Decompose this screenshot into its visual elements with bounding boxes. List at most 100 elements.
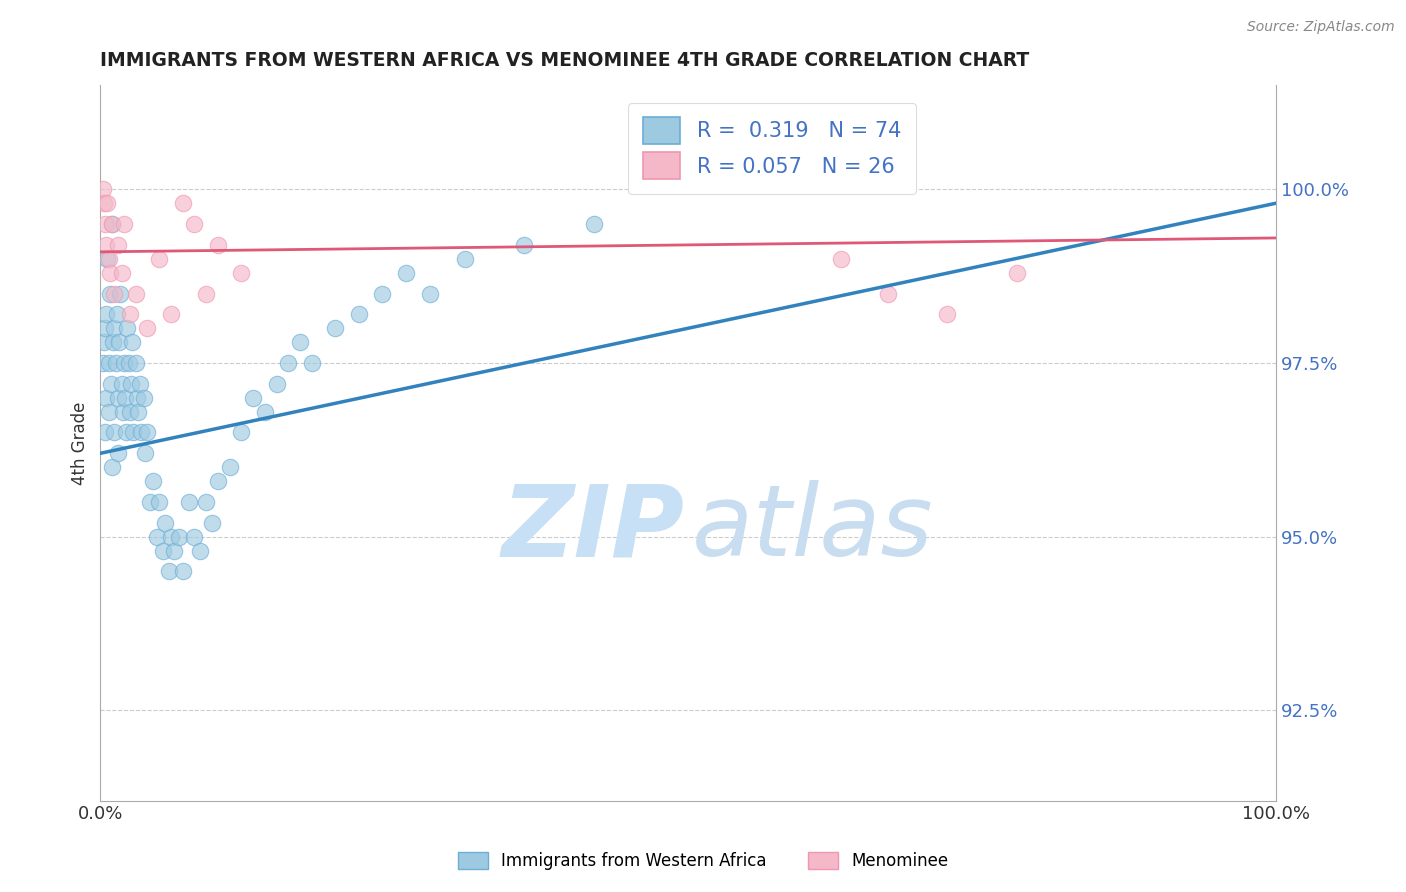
- Text: atlas: atlas: [692, 480, 934, 577]
- Point: [110, 376, 132, 391]
- Point: [124, 286, 146, 301]
- Point: [512, 238, 534, 252]
- Point: [127, 404, 149, 418]
- Point: [105, 307, 128, 321]
- Point: [107, 238, 129, 252]
- Point: [96, 238, 118, 252]
- Point: [104, 356, 127, 370]
- Point: [301, 356, 323, 370]
- Point: [136, 321, 159, 335]
- Point: [167, 530, 190, 544]
- Point: [218, 460, 240, 475]
- Point: [142, 474, 165, 488]
- Point: [347, 307, 370, 321]
- Point: [583, 217, 606, 231]
- Text: IMMIGRANTS FROM WESTERN AFRICA VS MENOMINEE 4TH GRADE CORRELATION CHART: IMMIGRANTS FROM WESTERN AFRICA VS MENOMI…: [100, 51, 1029, 70]
- Point: [148, 252, 170, 266]
- Point: [157, 565, 180, 579]
- Point: [96, 196, 118, 211]
- Point: [118, 307, 141, 321]
- Point: [115, 425, 138, 440]
- Legend: R =  0.319   N = 74, R = 0.057   N = 26: R = 0.319 N = 74, R = 0.057 N = 26: [628, 103, 915, 194]
- Point: [98, 266, 121, 280]
- Point: [290, 335, 312, 350]
- Point: [160, 530, 183, 544]
- Point: [101, 217, 124, 231]
- Point: [110, 286, 132, 301]
- Point: [112, 356, 135, 370]
- Point: [183, 217, 205, 231]
- Point: [146, 530, 169, 544]
- Point: [877, 286, 900, 301]
- Point: [183, 530, 205, 544]
- Point: [122, 425, 145, 440]
- Legend: Immigrants from Western Africa, Menominee: Immigrants from Western Africa, Menomine…: [451, 845, 955, 877]
- Point: [111, 404, 134, 418]
- Point: [96, 252, 118, 266]
- Point: [117, 356, 139, 370]
- Point: [103, 286, 125, 301]
- Point: [172, 196, 194, 211]
- Point: [93, 196, 115, 211]
- Point: [94, 425, 117, 440]
- Point: [138, 495, 160, 509]
- Point: [120, 376, 142, 391]
- Point: [177, 495, 200, 509]
- Point: [153, 516, 176, 530]
- Point: [231, 266, 253, 280]
- Point: [108, 335, 131, 350]
- Point: [1007, 266, 1029, 280]
- Point: [100, 376, 122, 391]
- Point: [91, 182, 114, 196]
- Point: [94, 217, 117, 231]
- Point: [195, 286, 218, 301]
- Point: [188, 543, 211, 558]
- Point: [114, 391, 136, 405]
- Point: [207, 238, 229, 252]
- Point: [118, 404, 141, 418]
- Point: [266, 376, 288, 391]
- Point: [136, 425, 159, 440]
- Point: [935, 307, 957, 321]
- Point: [101, 460, 124, 475]
- Point: [93, 335, 115, 350]
- Point: [195, 495, 218, 509]
- Point: [94, 321, 117, 335]
- Point: [110, 266, 132, 280]
- Point: [160, 307, 183, 321]
- Point: [131, 425, 153, 440]
- Point: [103, 321, 125, 335]
- Point: [103, 425, 125, 440]
- Point: [148, 495, 170, 509]
- Text: Source: ZipAtlas.com: Source: ZipAtlas.com: [1247, 20, 1395, 34]
- Point: [152, 543, 174, 558]
- Point: [231, 425, 253, 440]
- Point: [96, 391, 118, 405]
- Point: [242, 391, 264, 405]
- Point: [121, 335, 143, 350]
- Point: [201, 516, 224, 530]
- Point: [830, 252, 852, 266]
- Point: [98, 286, 121, 301]
- Point: [418, 286, 440, 301]
- Point: [97, 404, 120, 418]
- Point: [395, 266, 418, 280]
- Point: [134, 446, 156, 460]
- Point: [97, 356, 120, 370]
- Point: [117, 321, 139, 335]
- Point: [124, 356, 146, 370]
- Point: [107, 391, 129, 405]
- Point: [96, 307, 118, 321]
- Point: [253, 404, 276, 418]
- Point: [132, 391, 155, 405]
- Point: [371, 286, 394, 301]
- Point: [277, 356, 299, 370]
- Point: [103, 335, 125, 350]
- Point: [454, 252, 477, 266]
- Point: [97, 252, 120, 266]
- Point: [91, 356, 114, 370]
- Point: [325, 321, 347, 335]
- Point: [172, 565, 194, 579]
- Point: [125, 391, 148, 405]
- Point: [107, 446, 129, 460]
